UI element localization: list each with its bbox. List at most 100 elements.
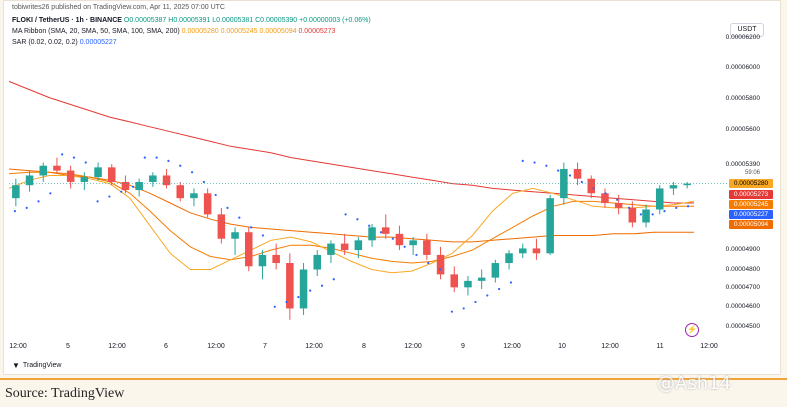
sar-dot	[273, 305, 276, 308]
candle-body	[327, 243, 335, 255]
sar-dot	[61, 153, 64, 156]
sar-dot	[651, 213, 654, 216]
sar-dot	[450, 310, 453, 313]
sar-dot	[533, 161, 536, 164]
sar-dot	[202, 180, 205, 184]
sar-price-tag: 0.00005227	[729, 210, 773, 219]
y-tick: 0.00004600	[725, 303, 760, 310]
x-tick: 12:00	[503, 343, 521, 350]
sar-dot	[686, 205, 690, 208]
sar-dot	[37, 200, 40, 203]
ma-ribbon-legend[interactable]: MA Ribbon (SMA, 20, SMA, 50, SMA, 100, S…	[12, 28, 335, 35]
sar-dot	[120, 190, 123, 193]
x-tick: 11	[656, 343, 664, 350]
bar-countdown: 59:06	[744, 170, 760, 176]
candle-body	[313, 254, 322, 270]
sar-dot	[604, 192, 607, 195]
sar-dot	[379, 231, 383, 234]
sar-dot	[179, 164, 182, 167]
candle-body	[395, 233, 404, 246]
sar-dot	[462, 307, 465, 310]
y-tick: 0.00006200	[725, 34, 760, 41]
sma200-price-tag: 0.00005273	[729, 190, 773, 199]
sar-dot	[190, 171, 194, 174]
candle-body	[573, 168, 582, 179]
sar-dot	[131, 185, 135, 188]
candle-body	[381, 227, 390, 234]
sar-dot	[238, 216, 241, 219]
sar-dot	[108, 195, 111, 198]
sar-dot	[557, 169, 560, 172]
candle-body	[628, 207, 637, 223]
x-tick: 7	[263, 343, 267, 350]
candle-body	[532, 248, 541, 254]
y-tick: 0.00004500	[725, 323, 760, 330]
ma-ribbon-val-3: 0.00005094	[259, 28, 297, 35]
candle-body	[669, 185, 678, 189]
candle-body	[683, 183, 691, 186]
sar-dot	[663, 210, 666, 213]
ma-ribbon-val-2: 0.00005245	[220, 28, 258, 35]
sar-dot	[592, 187, 595, 190]
candle-body	[149, 175, 157, 182]
sar-dot	[297, 295, 300, 299]
candle-body	[121, 181, 130, 191]
candle-body	[423, 240, 431, 255]
tradingview-logo[interactable]: ▼ TradingView	[12, 361, 61, 370]
candle-body	[505, 253, 513, 264]
ohlc-close: C0.00005390	[255, 17, 298, 24]
x-tick: 12:00	[9, 343, 27, 350]
candle-body	[587, 178, 596, 194]
sar-label: SAR (0.02, 0.02, 0.2)	[12, 39, 78, 46]
tradingview-wordmark: TradingView	[22, 362, 62, 369]
sar-dot	[214, 193, 217, 197]
sar-dot	[167, 159, 170, 162]
candlestick-chart[interactable]	[4, 1, 782, 376]
candle-body	[80, 177, 89, 182]
sar-dot	[498, 287, 501, 291]
candle-body	[135, 181, 143, 191]
sar-dot	[25, 206, 28, 209]
x-tick: 10	[558, 343, 566, 350]
sar-value: 0.00005227	[79, 39, 117, 46]
candle-body	[190, 193, 198, 199]
x-tick: 8	[362, 343, 366, 350]
sar-dot	[474, 300, 477, 304]
sar-dot	[521, 159, 524, 162]
y-tick: 0.00004700	[725, 284, 760, 291]
ma-ribbon-label: MA Ribbon (SMA, 20, SMA, 50, SMA, 100, S…	[12, 28, 180, 35]
sar-dot	[627, 206, 631, 209]
x-tick: 5	[66, 343, 70, 350]
sar-dot	[155, 156, 158, 159]
candle-body	[176, 185, 185, 199]
sar-legend[interactable]: SAR (0.02, 0.02, 0.2) 0.00005227	[12, 39, 117, 46]
lightning-icon[interactable]: ⚡	[685, 323, 699, 337]
ohlc-change: +0.00000003 (+0.06%)	[299, 17, 371, 24]
sar-dot	[320, 284, 324, 287]
sma20-line	[8, 175, 695, 274]
candle-body	[464, 280, 472, 288]
candle-body	[560, 168, 568, 199]
candle-body	[299, 269, 308, 309]
y-tick: 0.00004800	[725, 266, 760, 273]
ohlc-low: L0.00005381	[212, 17, 254, 24]
sar-dot	[84, 161, 87, 164]
currency-selector[interactable]: USDT	[730, 23, 764, 37]
x-tick: 12:00	[108, 343, 126, 350]
candle-body	[53, 165, 61, 171]
candle-body	[436, 254, 445, 275]
sar-dot	[96, 200, 99, 203]
sar-dot	[568, 174, 572, 177]
candle-body	[39, 165, 48, 176]
sar-dot	[545, 164, 548, 167]
candle-body	[66, 170, 75, 182]
y-tick: 0.00005600	[725, 126, 760, 133]
candle-body	[12, 185, 20, 199]
sar-dot	[403, 245, 406, 248]
sar-dot	[486, 294, 489, 297]
tradingview-mark-icon: ▼	[12, 361, 20, 370]
symbol-name[interactable]: FLOKI / TetherUS · 1h · BINANCE	[12, 17, 122, 24]
sar-dot	[49, 192, 52, 195]
candle-body	[340, 243, 349, 251]
last-price-label: 0.00005390	[725, 161, 760, 168]
